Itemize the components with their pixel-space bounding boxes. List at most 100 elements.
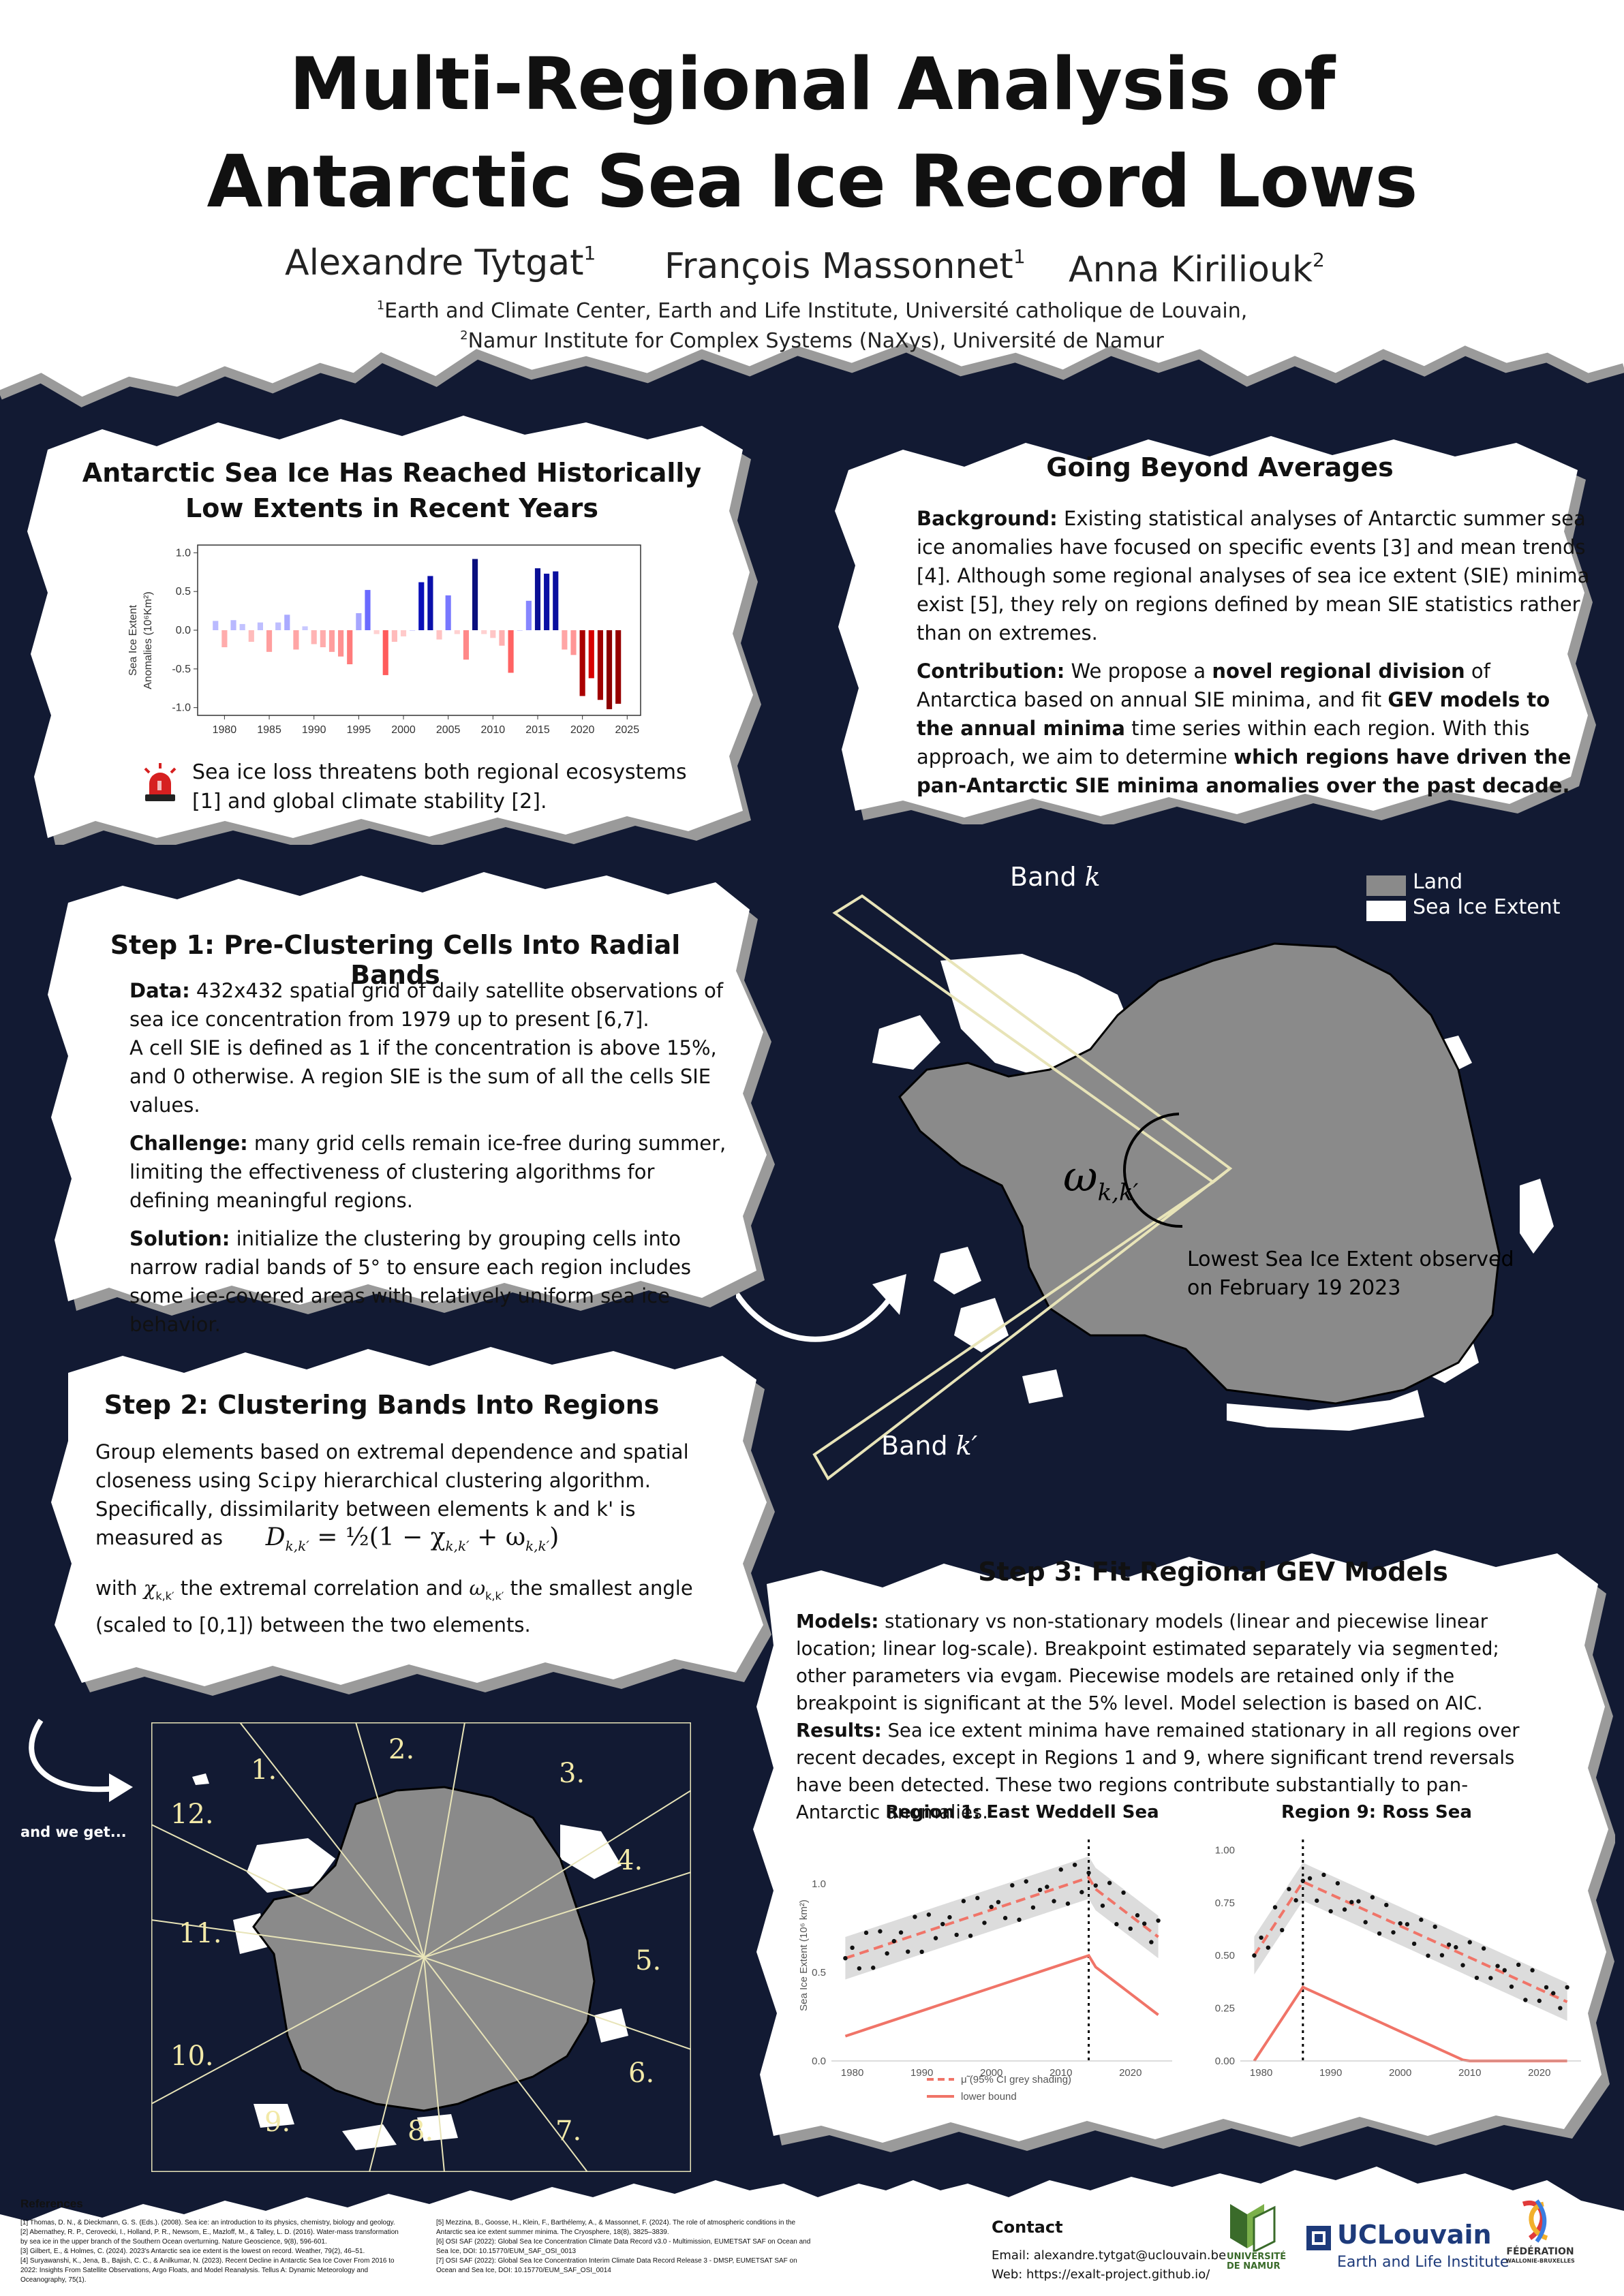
- gev-xtick-label: 2000: [1389, 2067, 1411, 2079]
- gev-data-point: [1349, 1899, 1354, 1905]
- chart-xtick-label: 2010: [481, 724, 506, 736]
- chart-bar: [606, 630, 613, 709]
- author-tytgat: Alexandre Tytgat1: [285, 242, 596, 283]
- chart-bar: [230, 620, 236, 630]
- chart-xtick-label: 2015: [525, 724, 550, 736]
- contact-email[interactable]: Email: alexandre.tytgat@uclouvain.be: [992, 2248, 1227, 2263]
- gev-data-point: [850, 1945, 855, 1951]
- chart-bar: [239, 623, 245, 630]
- chart-bar: [454, 630, 460, 634]
- chart-xtick-label: 1990: [302, 724, 326, 736]
- gev-plot-region9: 0.00 0.25 0.50 0.75 1.00 1980 1990 2000 2010 202…: [1215, 1840, 1581, 2079]
- gev-ci-band: [1254, 1863, 1567, 2021]
- legend-mu-label: μ̃ (95% CI grey shading): [961, 2074, 1071, 2085]
- gev-data-point: [1426, 1953, 1430, 1958]
- plot1-ylabel: Sea Ice Extent (10⁶ km²): [798, 1899, 810, 2011]
- chart-bar: [562, 630, 568, 650]
- gev-data-point: [1287, 1887, 1291, 1891]
- chart-bar: [275, 622, 281, 630]
- gev-ytick-label: 0.0: [812, 2055, 826, 2067]
- gev-data-point: [906, 1949, 910, 1954]
- chart-bar: [338, 630, 344, 657]
- region-label-1: 1.: [251, 1754, 277, 1786]
- gev-ytick-label: 0.50: [1215, 1950, 1235, 1961]
- chart-bar: [418, 582, 425, 630]
- gev-data-point: [1530, 1968, 1535, 1973]
- gev-data-point: [996, 1899, 1001, 1905]
- legend-land-swatch: [1366, 875, 1406, 896]
- angle-arc: [1122, 1113, 1183, 1228]
- and-we-get-caption: and we get...: [20, 1824, 127, 1840]
- references-col1: [1] Thomas, D. N., & Dieckmann, G. S. (E…: [20, 2219, 399, 2284]
- plot2-title: Region 9: Ross Sea: [1281, 1802, 1472, 1822]
- gev-data-point: [1010, 1882, 1015, 1888]
- antarctica-map-bands: [736, 875, 1554, 1480]
- step1-body: Data: 432x432 spatial grid of daily sate…: [129, 976, 729, 1348]
- chart-bar: [293, 630, 299, 650]
- chart-bar: [570, 630, 577, 655]
- chart-bar: [534, 568, 541, 630]
- gev-data-point: [1156, 1918, 1161, 1923]
- gev-data-point: [1488, 1976, 1493, 1981]
- gev-data-point: [1446, 1942, 1452, 1947]
- gev-xtick-label: 2010: [1050, 2067, 1072, 2079]
- step3-models: Models: stationary vs non-stationary mod…: [796, 1611, 1499, 1714]
- band-k-label: Band k: [1010, 862, 1101, 892]
- chart-bar: [320, 630, 326, 647]
- gev-data-point: [1544, 1985, 1549, 1990]
- step1-data: Data: 432x432 spatial grid of daily sate…: [129, 979, 724, 1117]
- chart-bar: [221, 630, 228, 647]
- gev-data-point: [1342, 1907, 1347, 1912]
- band-kprime-label: Band k′: [881, 1431, 978, 1461]
- contact-web[interactable]: Web: https://exalt-project.github.io/: [992, 2267, 1210, 2282]
- gev-data-point: [1467, 1940, 1472, 1944]
- gev-data-point: [982, 1921, 987, 1925]
- gev-data-point: [1356, 1899, 1361, 1904]
- gev-data-point: [878, 1929, 883, 1934]
- gev-data-point: [1293, 1898, 1298, 1903]
- gev-data-point: [857, 1966, 862, 1971]
- step2-body: Group elements based on extremal depende…: [95, 1440, 689, 1549]
- gev-data-point: [1280, 1927, 1285, 1933]
- gev-data-point: [1565, 1985, 1569, 1990]
- step3-body: Models: stationary vs non-stationary mod…: [796, 1608, 1525, 1826]
- gev-xtick-label: 2000: [980, 2067, 1002, 2079]
- intro-text: Sea ice loss threatens both regional eco…: [192, 760, 687, 813]
- gev-data-point: [1502, 1968, 1507, 1973]
- gev-data-point: [1419, 1917, 1424, 1922]
- chart-bar: [463, 630, 470, 660]
- chart-ytick-label: 0.0: [176, 625, 191, 636]
- chart-xtick-label: 1985: [257, 724, 281, 736]
- gev-data-point: [1328, 1909, 1333, 1914]
- chart-bar: [400, 630, 407, 637]
- gev-plot-region1: Sea Ice Extent (10⁶ km²) 0.0 0.5 1.0 1980 1…: [798, 1840, 1172, 2103]
- gev-data-point: [1045, 1884, 1050, 1889]
- title-line-2: Antarctic Sea Ice Record Lows: [206, 140, 1418, 223]
- gev-data-point: [1509, 1984, 1514, 1989]
- gev-data-point: [975, 1895, 980, 1901]
- gev-xtick-label: 2010: [1458, 2067, 1481, 2079]
- regions-sea-ice: [192, 1773, 628, 2150]
- chart-bar: [410, 630, 416, 631]
- gev-xtick-label: 1990: [910, 2067, 933, 2079]
- chart-xtick-label: 2020: [570, 724, 595, 736]
- region-label-3: 3.: [559, 1758, 585, 1789]
- gev-ytick-label: 1.0: [812, 1878, 826, 1890]
- gev-data-point: [1398, 1921, 1403, 1926]
- gev-data-point: [1307, 1876, 1313, 1881]
- chart-bar: [365, 589, 371, 630]
- gev-data-point: [1363, 1920, 1368, 1925]
- gev-ytick-label: 0.5: [812, 1967, 826, 1979]
- chart-bar: [508, 630, 514, 673]
- gev-data-point: [1377, 1931, 1382, 1936]
- gev-data-point: [1321, 1872, 1326, 1878]
- panel-step1-shape: [48, 872, 775, 1316]
- gev-data-point: [1433, 1924, 1437, 1929]
- uclouvain-logo-text: UCLouvain: [1337, 2220, 1492, 2250]
- fwb-logo-text: FÉDÉRATION WALLONIE-BRUXELLES: [1505, 2246, 1575, 2264]
- chart-bar: [257, 622, 263, 630]
- chart-bar: [248, 630, 254, 642]
- gev-data-point: [1495, 1964, 1500, 1968]
- gev-data-point: [1558, 2006, 1563, 2011]
- map1-caption: Lowest Sea Ice Extent observed on Februa…: [1187, 1247, 1514, 1300]
